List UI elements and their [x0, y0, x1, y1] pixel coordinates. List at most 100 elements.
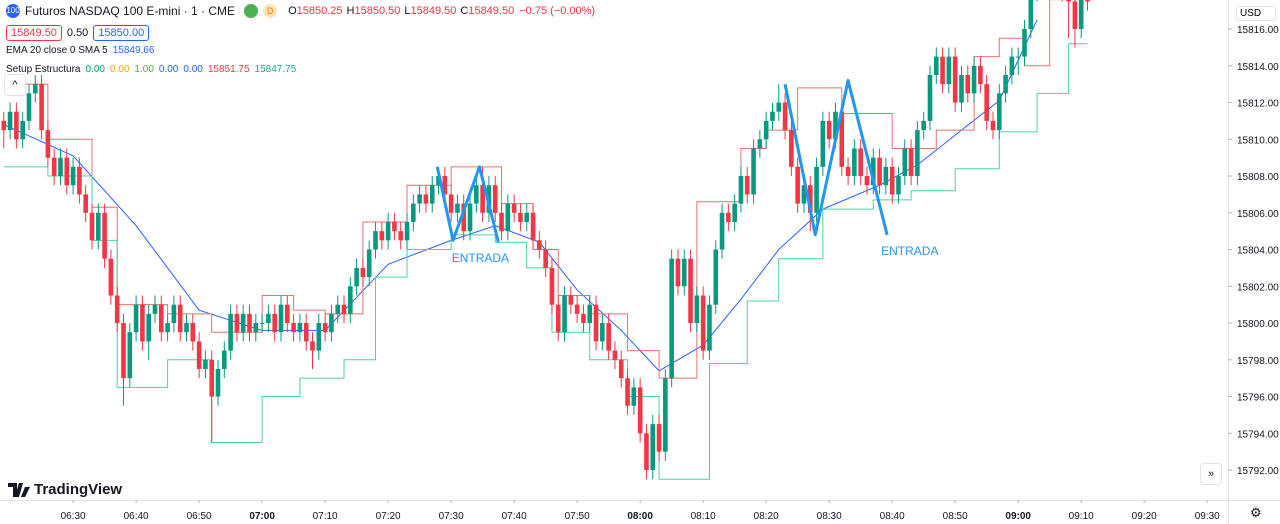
candle-body: [656, 424, 662, 452]
candle-body: [789, 130, 794, 167]
y-tick-label: 15812.00: [1237, 99, 1279, 110]
candle-body: [1078, 0, 1084, 30]
candle-body: [927, 74, 933, 121]
candle-body: [940, 56, 945, 85]
status-dot: [244, 4, 259, 18]
candle-body: [505, 203, 511, 232]
bid-button[interactable]: 15849.50: [6, 25, 62, 41]
brand-name: TradingView: [34, 481, 123, 498]
candle-body: [184, 323, 189, 333]
indicator-readout: 0.00: [158, 64, 179, 75]
x-tick-label: 08:40: [880, 511, 905, 522]
candle-body: [549, 267, 555, 305]
candle-body: [663, 378, 668, 452]
candle-body: [303, 323, 309, 342]
currency-button[interactable]: USD: [1236, 6, 1276, 21]
candle-body: [713, 249, 719, 305]
symbol-icon: 100: [6, 4, 20, 18]
candle-body: [14, 111, 19, 140]
indicator-title[interactable]: EMA 20 close 0 SMA 5: [6, 45, 108, 56]
candle-body: [744, 176, 750, 195]
indicator-title[interactable]: Setup Estructura: [6, 64, 81, 75]
candle-body: [366, 249, 372, 278]
x-tick-label: 06:40: [124, 511, 149, 522]
candle-body: [222, 350, 227, 369]
candle-body: [795, 166, 800, 204]
candle-body: [448, 194, 454, 213]
candle-body: [908, 148, 914, 177]
candle-body: [738, 176, 744, 204]
indicator-legend: EMA 20 close 0 SMA 5 15849.66: [6, 45, 154, 56]
candle-body: [417, 194, 422, 204]
symbol-title[interactable]: Futuros NASDAQ 100 E-mini · 1 · CME: [25, 4, 236, 18]
y-tick-label: 15814.00: [1237, 62, 1279, 73]
candle-body: [121, 323, 126, 379]
x-tick-label: 09:00: [1005, 511, 1031, 522]
spread: 0.50: [66, 27, 89, 39]
ohlc-value: 15850.50: [354, 5, 401, 17]
indicator-readout: 0.00: [109, 64, 130, 75]
candle-body: [429, 185, 435, 204]
candle-body: [732, 203, 737, 222]
candle-body: [574, 304, 580, 314]
x-tick-label: 07:50: [565, 511, 590, 522]
x-tick-label: 09:10: [1069, 511, 1094, 522]
candle-body: [285, 304, 290, 324]
candle-body: [95, 212, 101, 241]
candle-body: [511, 203, 517, 213]
settings-button[interactable]: ⚙: [1250, 505, 1262, 520]
candle-body: [492, 185, 498, 213]
candle-body: [801, 185, 807, 204]
candle-body: [839, 111, 845, 167]
candle-body: [833, 111, 838, 140]
candle-body: [83, 194, 88, 213]
candle-body: [688, 258, 693, 324]
candle-body: [978, 65, 983, 85]
candle-body: [782, 102, 788, 131]
x-tick-label: 08:20: [754, 511, 779, 522]
delay-badge: D: [263, 4, 278, 18]
candle-body: [587, 304, 593, 324]
x-tick-label: 08:00: [627, 511, 653, 522]
candle-body: [1085, 0, 1090, 2]
x-tick-label: 06:30: [61, 511, 86, 522]
candle-body: [1009, 56, 1015, 75]
symbol-header: 100 Futuros NASDAQ 100 E-mini · 1 · CME …: [6, 4, 595, 18]
indicator-readout: 15847.75: [254, 64, 297, 75]
candle-body: [404, 221, 410, 241]
candle-body: [20, 120, 25, 140]
candle-body: [322, 323, 328, 333]
candle-body: [89, 212, 95, 241]
collapse-button[interactable]: ^: [4, 74, 26, 96]
x-tick-label: 06:50: [187, 511, 212, 522]
ask-button[interactable]: 15850.00: [93, 25, 150, 41]
candle-body: [858, 148, 863, 177]
candle-body: [606, 323, 611, 351]
candle-body: [348, 286, 353, 314]
candle-body: [694, 295, 700, 324]
candle-body: [253, 323, 259, 333]
candle-body: [971, 65, 977, 94]
candle-body: [1, 120, 7, 131]
candle-body: [247, 313, 252, 333]
y-tick-label: 15802.00: [1237, 282, 1279, 293]
x-tick-label: 07:20: [376, 511, 401, 522]
candle-body: [398, 231, 404, 241]
candle-body: [751, 148, 756, 195]
candle-body: [770, 111, 775, 121]
scroll-to-latest-button[interactable]: »: [1200, 463, 1222, 485]
candle-body: [681, 258, 687, 287]
candle-body: [272, 313, 278, 333]
candle-body: [631, 387, 637, 406]
indicator-line: [3, 0, 1088, 379]
candle-body: [889, 166, 895, 195]
candle-body: [883, 166, 889, 186]
candle-body: [354, 267, 359, 287]
candle-body: [102, 212, 107, 259]
candle-body: [442, 176, 448, 195]
candle-body: [618, 359, 624, 379]
y-tick-label: 15800.00: [1237, 319, 1279, 330]
candle-body: [316, 323, 322, 351]
candle-body: [644, 433, 649, 471]
